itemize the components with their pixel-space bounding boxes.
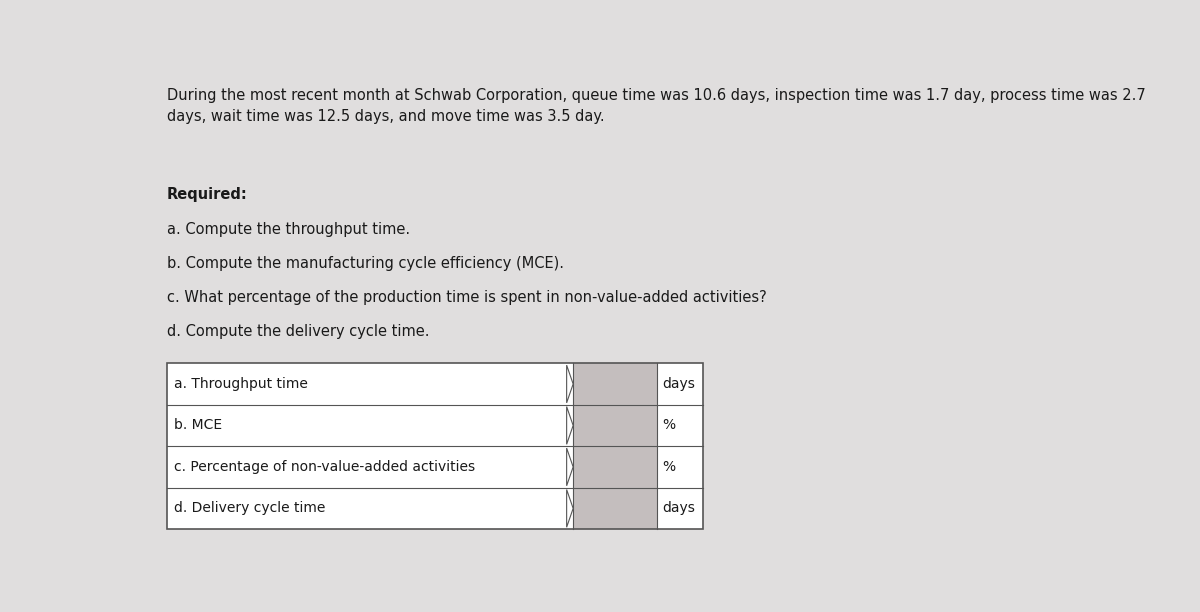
Polygon shape <box>566 490 574 528</box>
Text: Required:: Required: <box>167 187 247 201</box>
Text: %: % <box>662 419 676 433</box>
Bar <box>574 364 656 405</box>
Text: c. What percentage of the production time is spent in non-value-added activities: c. What percentage of the production tim… <box>167 289 767 305</box>
Text: days: days <box>662 501 695 515</box>
Polygon shape <box>566 448 574 486</box>
Text: d. Delivery cycle time: d. Delivery cycle time <box>174 501 325 515</box>
Text: d. Compute the delivery cycle time.: d. Compute the delivery cycle time. <box>167 324 430 338</box>
Text: days: days <box>662 377 695 391</box>
Bar <box>656 364 703 405</box>
Bar <box>574 405 656 446</box>
Text: a. Throughput time: a. Throughput time <box>174 377 308 391</box>
Bar <box>574 488 656 529</box>
Bar <box>167 405 574 446</box>
Text: %: % <box>662 460 676 474</box>
Bar <box>656 488 703 529</box>
Text: b. Compute the manufacturing cycle efficiency (MCE).: b. Compute the manufacturing cycle effic… <box>167 256 564 271</box>
Bar <box>167 446 574 488</box>
Text: During the most recent month at Schwab Corporation, queue time was 10.6 days, in: During the most recent month at Schwab C… <box>167 88 1146 124</box>
Text: a. Compute the throughput time.: a. Compute the throughput time. <box>167 222 410 237</box>
Text: b. MCE: b. MCE <box>174 419 222 433</box>
Bar <box>574 446 656 488</box>
Polygon shape <box>566 365 574 403</box>
Polygon shape <box>566 406 574 444</box>
Text: c. Percentage of non-value-added activities: c. Percentage of non-value-added activit… <box>174 460 475 474</box>
Bar <box>656 405 703 446</box>
Bar <box>167 364 574 405</box>
Bar <box>656 446 703 488</box>
Bar <box>167 488 574 529</box>
